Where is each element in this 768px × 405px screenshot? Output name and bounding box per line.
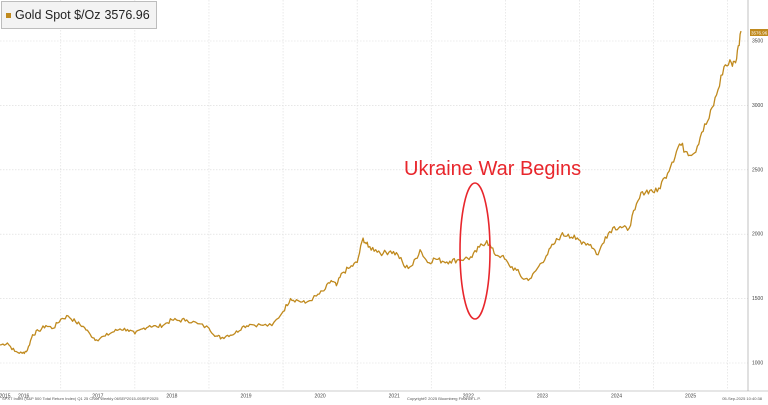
footer-copyright: Copyright© 2025 Bloomberg Finance L.P. [407,396,481,401]
chart-footer: SPXT Index (S&P 500 Total Return Index) … [0,395,768,405]
y-tick-label: 1000 [752,361,763,367]
legend-series-value: 3576.96 [104,8,150,22]
x-tick-label: 2018 [166,394,177,400]
x-axis-ticks: 2015 2016 2017 2018 2019 2020 2021 2022 2023 2024… [0,394,696,400]
annotation: Ukraine War Begins [404,158,581,320]
x-tick-label: 2015 [0,394,11,400]
y-tick-label: 3000 [752,103,763,109]
y-tick-label: 3500 [752,39,763,45]
x-tick-label: 2019 [240,394,251,400]
legend-box[interactable]: Gold Spot $/Oz 3576.96 [1,1,157,29]
last-value-box [750,29,768,36]
x-tick-label: 2022 [463,394,474,400]
y-tick-label: 2500 [752,167,763,173]
x-tick-label: 2025 [685,394,696,400]
legend-swatch [6,12,11,18]
gold-spot-series [0,30,742,355]
footer-timestamp: 05-Sep-2025 10:40:38 [722,396,762,401]
x-tick-label: 2016 [18,394,29,400]
footer-source: SPXT Index (S&P 500 Total Return Index) … [2,396,159,401]
x-tick-label: 2020 [315,394,326,400]
x-tick-label: 2024 [611,394,622,400]
last-value-marker: 3576.96 [750,29,768,36]
x-tick-label: 2021 [389,394,400,400]
x-tick-label: 2023 [537,394,548,400]
annotation-label: Ukraine War Begins [404,158,581,180]
x-tick-label: 2017 [92,394,103,400]
last-value-text: 3576.96 [751,31,768,36]
legend-series-name: Gold Spot $/Oz [15,8,101,22]
y-tick-label: 2000 [752,232,763,238]
series-line-gold-spot [0,30,742,355]
annotation-ellipse [459,182,491,320]
y-axis-ticks: 1000 1500 2000 2500 3000 3500 [752,39,763,367]
grid-lines [0,0,768,392]
y-tick-label: 1500 [752,296,763,302]
